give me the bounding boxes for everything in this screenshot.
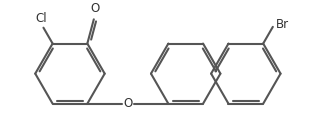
Text: O: O xyxy=(123,97,133,110)
Text: Br: Br xyxy=(276,18,289,31)
Text: Cl: Cl xyxy=(35,12,47,25)
Text: O: O xyxy=(90,2,99,15)
